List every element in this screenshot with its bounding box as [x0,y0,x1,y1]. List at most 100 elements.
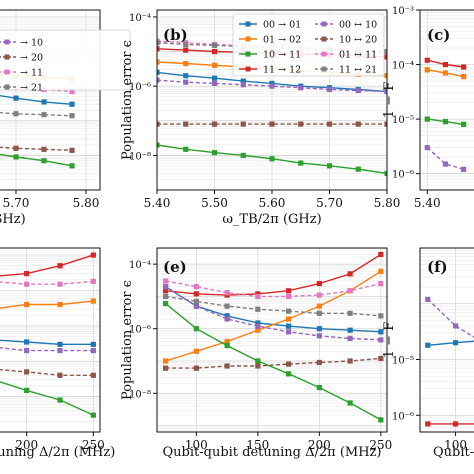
data-point [193,284,199,290]
data-point [163,284,169,290]
panel-label: (f) [427,258,448,276]
axes-frame [0,247,101,433]
x-axis-label: tuning Δ/2π (MHz) [0,445,115,460]
data-point [24,301,30,308]
series-line [426,147,464,170]
panel-1: 5.40 5.50 5.60 5.70 5.80 10⁻⁸ 10⁻⁶ 10⁻⁴ (b) Popul… [120,9,401,227]
data-point [378,251,384,258]
y-tick-label: 10⁻⁵ [392,356,414,367]
data-point [90,347,96,354]
data-point [255,293,261,300]
legend-marker [4,84,10,90]
data-point [157,69,160,75]
x-axis-label: ω_TB/2π (GHz) [222,212,321,227]
y-tick-label: 10⁻⁵ [392,115,414,126]
data-point [211,75,218,81]
y-tick-label: 10⁻⁶ [129,325,151,336]
series-line [0,111,73,117]
x-tick-label: 5.40 [144,196,171,210]
axes-frame [419,247,474,433]
data-point [255,327,261,333]
data-point [24,387,30,393]
data-point [163,278,169,284]
data-point [211,62,218,68]
data-point [240,121,246,127]
data-point [316,384,322,391]
data-point [442,118,449,125]
data-point [211,121,218,127]
data-point [69,101,75,107]
y-tick-label: 10⁻⁴ [129,260,151,271]
data-point [316,280,322,287]
data-point [90,412,96,418]
data-point [224,338,230,345]
panel-label: (e) [163,258,187,276]
data-point [24,281,30,287]
data-point [211,42,218,49]
series-line [427,298,474,338]
series-line [0,300,94,309]
data-point [163,365,169,371]
x-axis-label: Qubit- [433,445,474,460]
data-point [424,67,430,73]
series-line [165,286,381,341]
y-tick-label: 10⁻⁸ [129,151,151,162]
data-point [425,342,431,348]
panel-label: (b) [163,26,188,44]
data-point [269,121,275,127]
data-point [69,113,75,119]
x-tick-label: 5.80 [374,196,401,210]
grid [420,10,474,190]
data-point [183,146,189,152]
data-point [183,121,189,127]
data-point [240,78,246,84]
data-point [183,41,189,48]
x-tick-label: 5.80 [73,196,100,210]
data-point [355,87,361,94]
data-point [90,252,96,258]
data-point [269,80,275,87]
data-point [298,160,304,166]
y-tick-label: 10⁻⁶ [129,82,151,93]
data-point [316,303,322,309]
legend-marker [245,21,251,27]
x-tick-label: 5.70 [316,196,343,210]
x-tick-label: 100 [185,438,208,452]
data-point [347,358,353,364]
data-point [424,57,430,63]
series-group [424,57,467,172]
data-point [163,300,169,307]
legend-label: 01 ↔ 11 [339,50,377,61]
data-point [347,327,353,333]
x-tick-label: 250 [82,438,105,452]
data-point [384,121,387,127]
data-point [316,292,322,298]
data-point [24,270,30,277]
axes-frame [419,9,474,191]
data-point [452,421,459,427]
data-point [57,301,63,308]
data-point [211,150,218,156]
data-point [13,154,19,160]
legend-box [232,13,385,77]
data-point [286,323,292,329]
series-line [165,253,382,296]
data-point [384,54,387,60]
data-point [13,145,19,151]
legend-box [0,29,131,91]
data-point [157,40,160,46]
panel-5: 100 10⁻⁶ 10⁻⁵ (f) 1 − F Qubit- [382,247,474,460]
series-line [0,280,94,285]
data-point [255,323,261,329]
series-line [165,357,381,369]
data-point [211,48,218,55]
x-tick-label: 150 [246,438,269,452]
data-point [157,77,160,83]
legend-label: → 11 [20,68,43,79]
data-point [286,316,292,322]
data-point [163,358,169,364]
series-line [165,303,382,421]
data-point [157,121,160,127]
legend-label: → 21 [20,83,43,94]
x-tick-label: 200 [15,438,38,452]
